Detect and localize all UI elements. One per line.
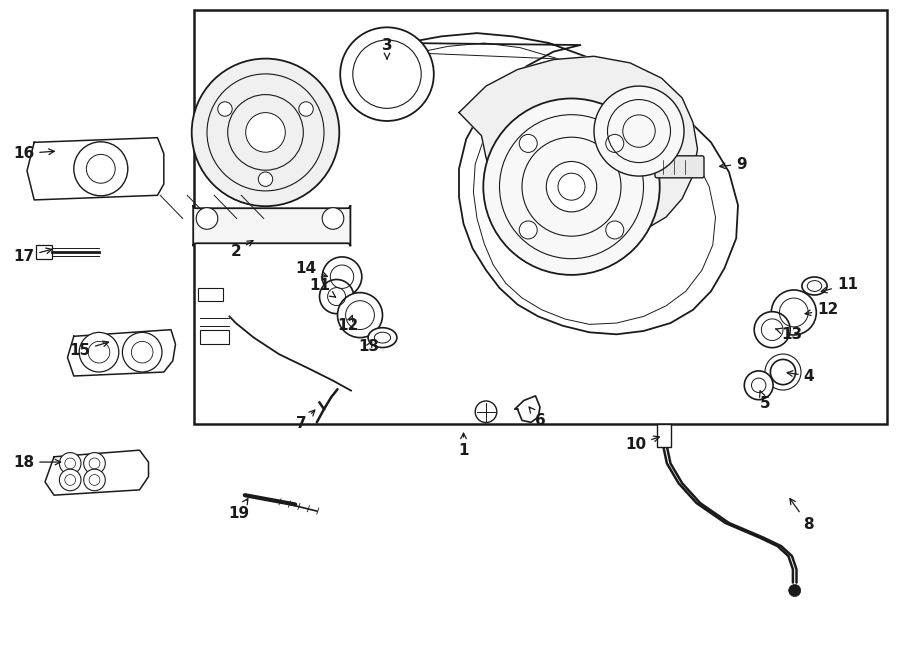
Circle shape — [519, 221, 537, 239]
Text: 10: 10 — [626, 436, 660, 452]
Bar — [657, 424, 671, 447]
FancyBboxPatch shape — [194, 205, 350, 246]
Circle shape — [483, 99, 660, 275]
Circle shape — [606, 221, 624, 239]
Circle shape — [192, 59, 339, 206]
Circle shape — [122, 332, 162, 372]
Circle shape — [218, 102, 232, 117]
Text: 11: 11 — [310, 279, 336, 297]
Text: 13: 13 — [776, 327, 802, 342]
Circle shape — [322, 208, 344, 229]
Bar — [198, 288, 223, 301]
Ellipse shape — [802, 277, 827, 295]
Text: 17: 17 — [14, 248, 52, 264]
Polygon shape — [405, 33, 738, 334]
Text: 15: 15 — [69, 341, 109, 358]
Bar — [200, 330, 229, 344]
Text: 16: 16 — [13, 146, 54, 161]
Circle shape — [74, 142, 128, 196]
Circle shape — [79, 332, 119, 372]
Circle shape — [59, 469, 81, 491]
Circle shape — [519, 134, 537, 152]
Circle shape — [606, 134, 624, 152]
Polygon shape — [45, 450, 148, 495]
Text: 4: 4 — [788, 369, 814, 383]
Text: 9: 9 — [720, 157, 747, 171]
Circle shape — [84, 469, 105, 491]
Text: 7: 7 — [296, 410, 315, 431]
Circle shape — [246, 113, 285, 152]
Polygon shape — [27, 138, 164, 200]
Circle shape — [59, 453, 81, 474]
Circle shape — [475, 401, 497, 422]
Bar — [36, 244, 52, 259]
Text: 3: 3 — [382, 38, 392, 59]
Circle shape — [338, 293, 382, 338]
Ellipse shape — [368, 328, 397, 348]
Text: 13: 13 — [358, 340, 380, 354]
Polygon shape — [68, 330, 176, 376]
Circle shape — [258, 172, 273, 187]
Text: 18: 18 — [14, 455, 60, 469]
Circle shape — [320, 279, 354, 314]
Text: 8: 8 — [790, 498, 814, 532]
Circle shape — [340, 27, 434, 121]
Circle shape — [84, 453, 105, 474]
Circle shape — [546, 162, 597, 212]
Circle shape — [754, 312, 790, 348]
Text: 1: 1 — [458, 433, 469, 457]
Circle shape — [196, 208, 218, 229]
Text: 12: 12 — [338, 315, 359, 333]
Text: 19: 19 — [228, 498, 249, 520]
Text: 5: 5 — [760, 391, 770, 411]
Bar — [194, 10, 886, 424]
Text: 2: 2 — [230, 240, 253, 259]
Text: 11: 11 — [821, 277, 858, 293]
Text: 12: 12 — [806, 303, 839, 317]
Circle shape — [594, 86, 684, 176]
Circle shape — [744, 371, 773, 400]
Polygon shape — [459, 56, 698, 242]
Circle shape — [771, 290, 816, 335]
FancyBboxPatch shape — [655, 156, 704, 178]
Circle shape — [788, 585, 801, 596]
Text: 6: 6 — [529, 407, 545, 428]
Circle shape — [299, 102, 313, 117]
Text: 14: 14 — [296, 261, 328, 277]
Circle shape — [770, 359, 796, 385]
Circle shape — [322, 257, 362, 297]
